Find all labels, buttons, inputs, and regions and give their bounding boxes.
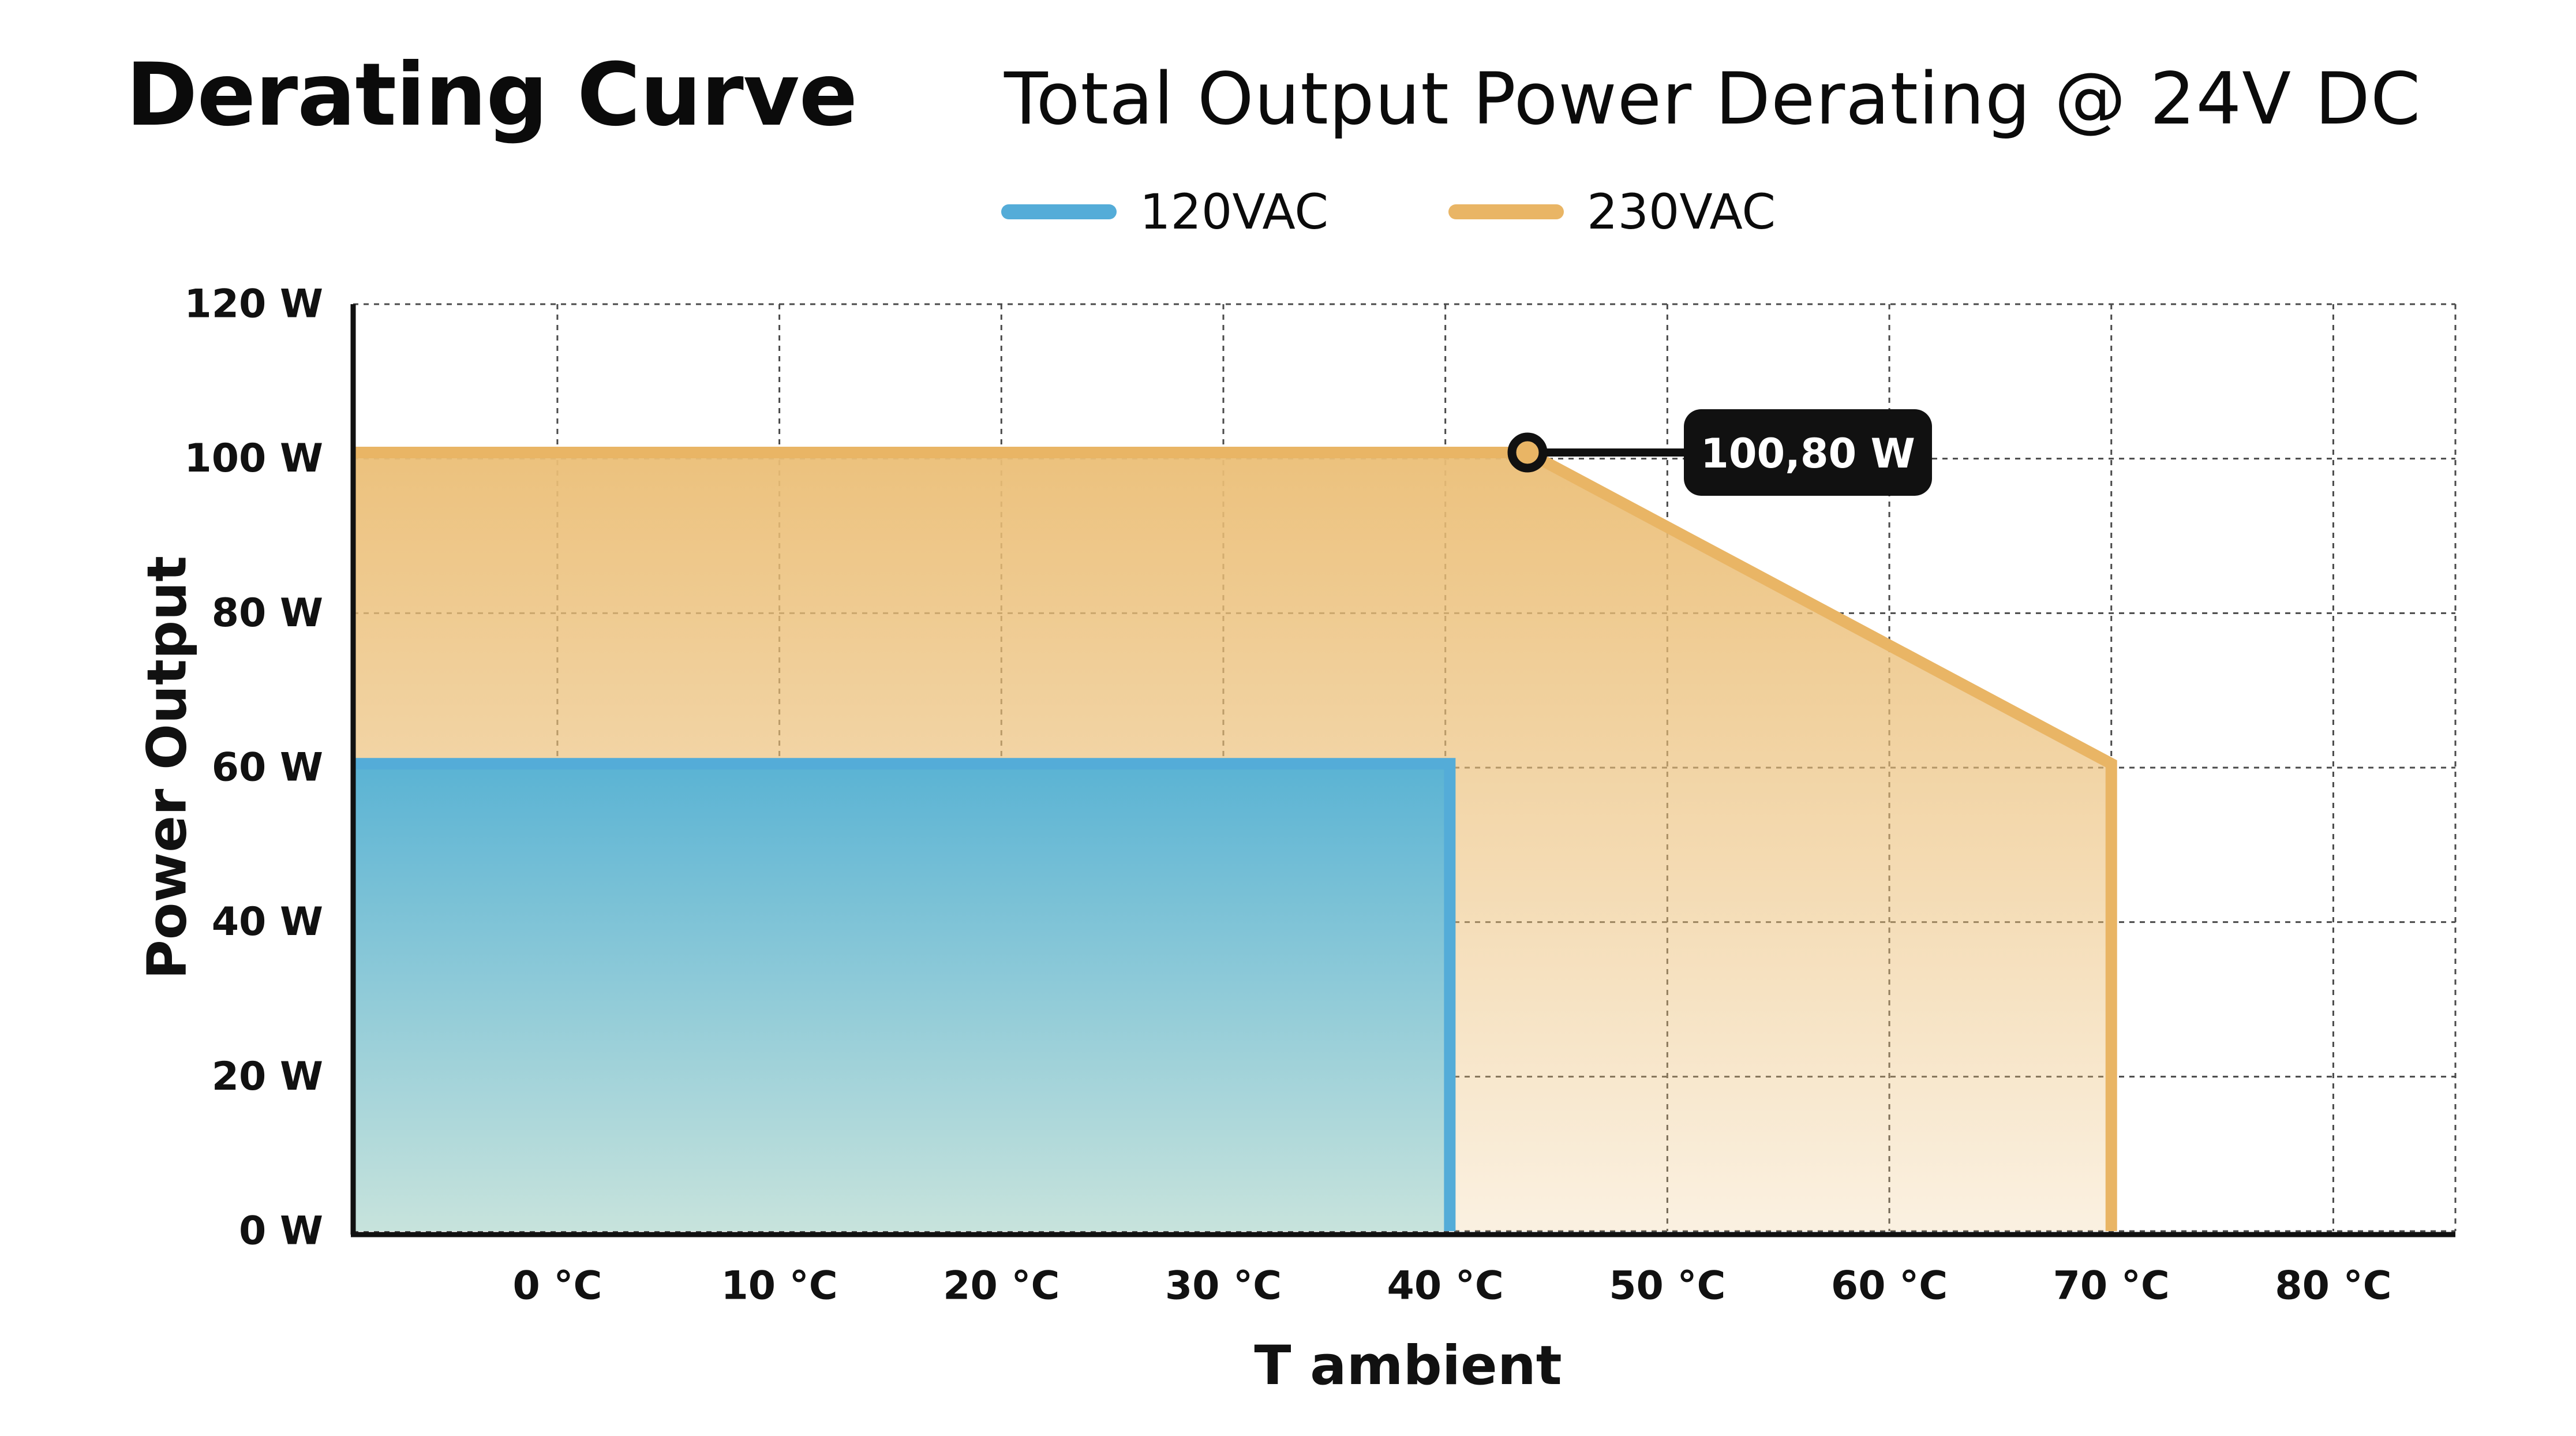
- x-tick-label: 60 °C: [1831, 1263, 1948, 1309]
- x-tick-label: 50 °C: [1609, 1263, 1725, 1309]
- series-line-230vac: [353, 446, 2117, 1231]
- y-axis-title: Power Output: [136, 556, 199, 979]
- page-title: Derating Curve: [126, 45, 858, 145]
- y-tick-label: 120 W: [184, 282, 323, 327]
- series-area-120vac: [353, 764, 1450, 1231]
- x-tick-label: 20 °C: [943, 1263, 1059, 1309]
- tick-labels: 0 W 20 W 40 W 60 W 80 W 100 W 120 W 0 °C 10 °C 20…: [184, 282, 2391, 1309]
- x-tick-label: 40 °C: [1387, 1263, 1504, 1309]
- y-tick-label: 100 W: [184, 436, 323, 481]
- legend-line-swatch-icon: [1001, 204, 1117, 219]
- x-tick-label: 70 °C: [2053, 1263, 2170, 1309]
- legend-line-swatch-icon: [1448, 204, 1564, 219]
- x-tick-label: 80 °C: [2275, 1263, 2391, 1309]
- legend-label-120vac: 120VAC: [1140, 184, 1329, 240]
- legend-item-120vac: 120VAC: [1001, 184, 1328, 240]
- callout-marker-circle-icon: [1507, 432, 1548, 473]
- x-axis-title: T ambient: [1254, 1334, 1562, 1397]
- series-line-120vac: [353, 758, 1456, 1231]
- legend-item-230vac: 230VAC: [1448, 184, 1776, 240]
- y-tick-label: 0 W: [239, 1209, 323, 1254]
- x-tick-label: 10 °C: [721, 1263, 837, 1309]
- x-tick-label: 30 °C: [1165, 1263, 1282, 1309]
- y-tick-label: 80 W: [212, 590, 323, 636]
- legend-label-230vac: 230VAC: [1587, 184, 1776, 240]
- callout-box: [1684, 409, 1932, 496]
- axes: [350, 304, 2455, 1237]
- y-tick-label: 40 W: [212, 899, 323, 945]
- chart-title: Total Output Power Derating @ 24V DC: [1004, 58, 2421, 141]
- y-tick-label: 20 W: [212, 1054, 323, 1100]
- callout-value: 100,80 W: [1701, 430, 1915, 477]
- y-tick-label: 60 W: [212, 745, 323, 791]
- callout: 100,80 W: [1507, 409, 1932, 496]
- x-tick-label: 0 °C: [512, 1263, 602, 1309]
- series-areas: [353, 446, 2117, 1232]
